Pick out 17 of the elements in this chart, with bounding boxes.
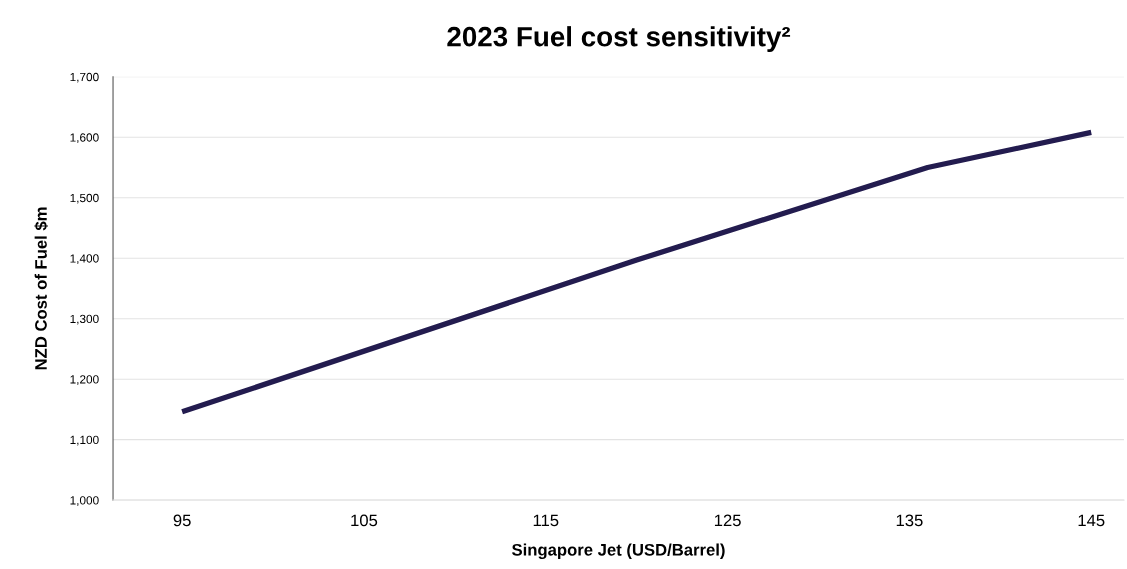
x-tick-label: 135 xyxy=(896,514,923,527)
y-tick-label: 1,200 xyxy=(70,375,99,385)
y-tick-label: 1,000 xyxy=(70,496,99,506)
x-tick-label: 145 xyxy=(1078,514,1105,527)
x-tick-label: 95 xyxy=(173,514,191,527)
x-tick-label: 115 xyxy=(533,514,559,527)
x-axis-title: Singapore Jet (USD/Barrel) xyxy=(512,543,725,560)
y-axis-title: NZD Cost of Fuel $m xyxy=(34,207,48,370)
chart-title: 2023 Fuel cost sensitivity² xyxy=(447,26,791,53)
y-tick-label: 1,700 xyxy=(70,72,99,83)
y-tick-label: 1,300 xyxy=(70,314,99,325)
y-tick-label: 1,100 xyxy=(70,435,99,446)
y-tick-label: 1,600 xyxy=(70,133,99,144)
y-tick-label: 1,400 xyxy=(70,254,99,265)
x-tick-label: 125 xyxy=(714,514,741,527)
y-tick-label: 1,500 xyxy=(70,193,99,204)
x-tick-label: 105 xyxy=(351,514,378,527)
